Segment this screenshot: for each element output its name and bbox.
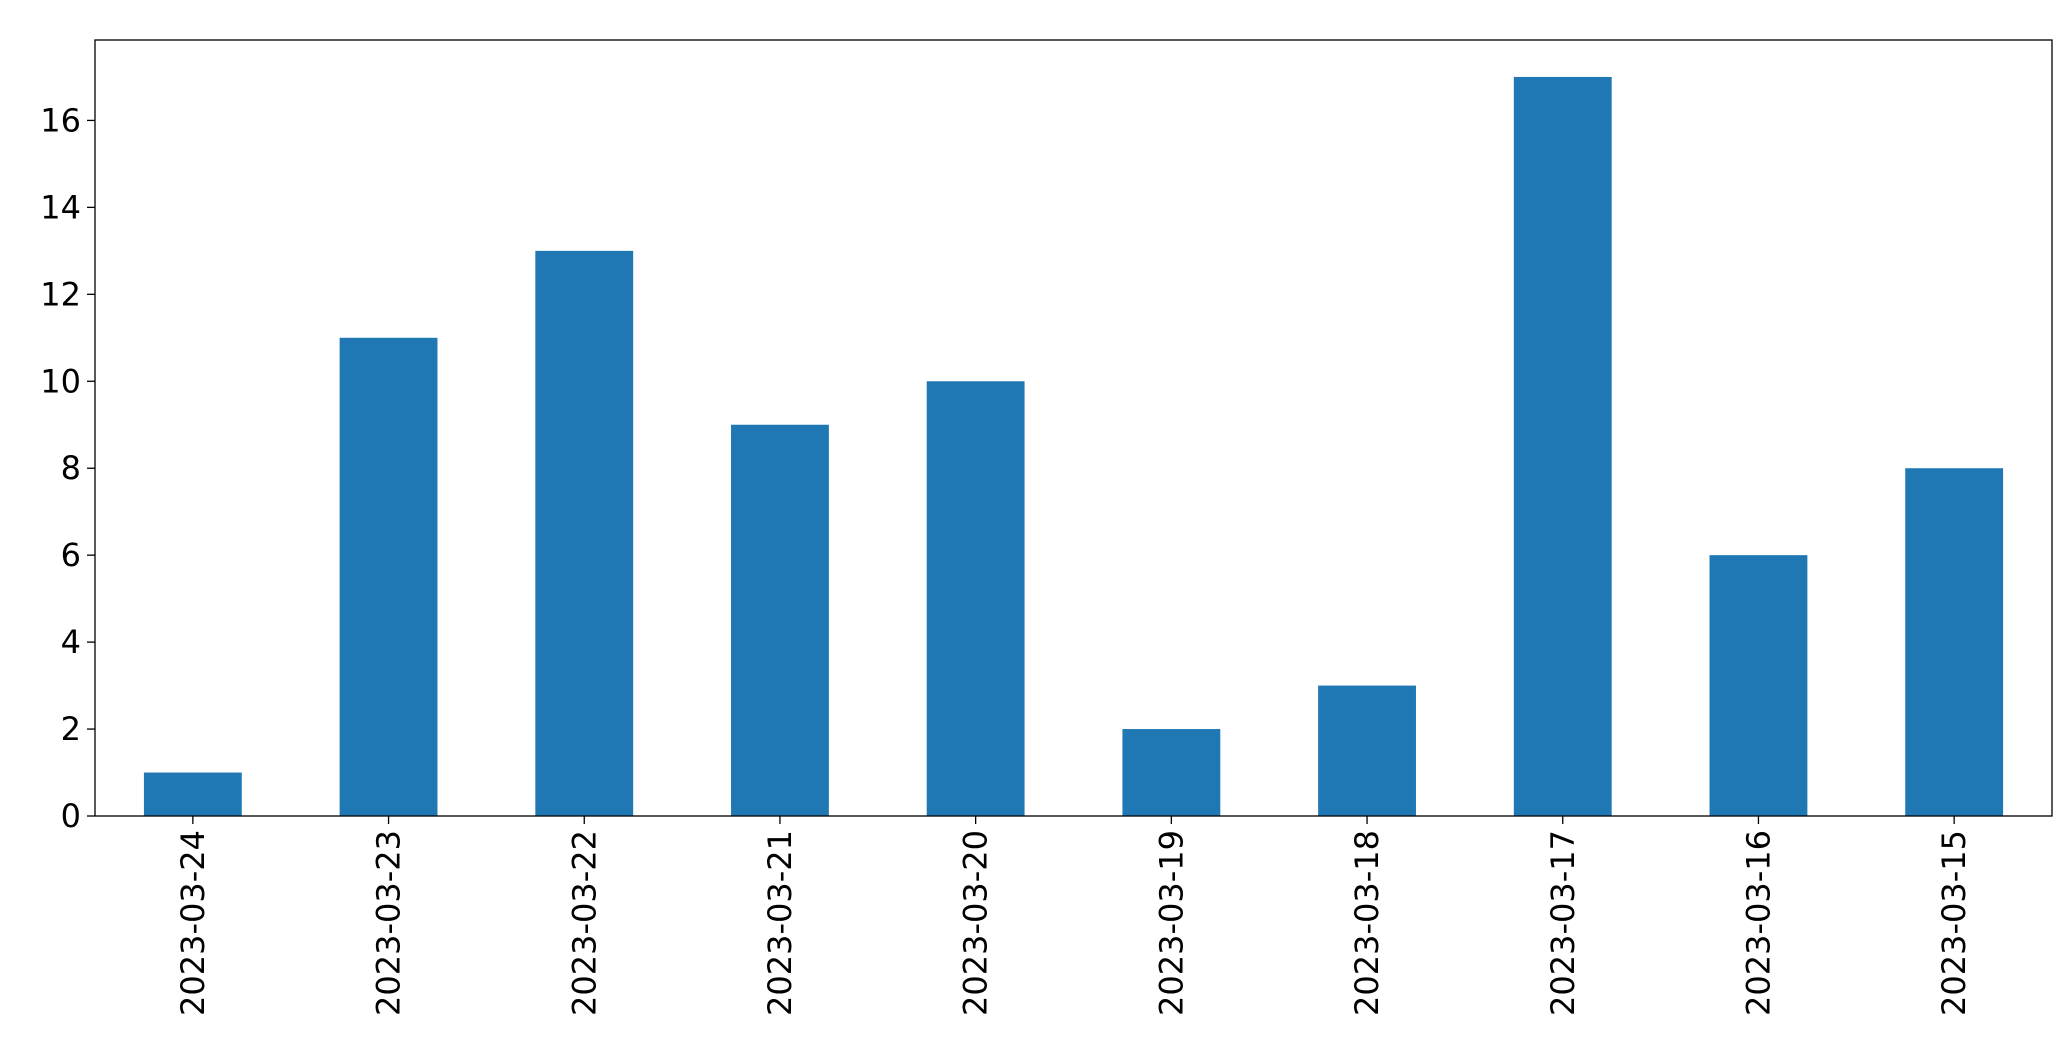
y-tick-label: 14 [40,188,81,226]
bar [1709,555,1808,816]
bar [535,250,634,816]
y-tick-label: 4 [61,623,81,661]
x-tick-label: 2023-03-22 [565,830,603,1016]
x-tick-label: 2023-03-19 [1152,830,1190,1016]
x-tick-label: 2023-03-24 [174,830,212,1016]
bar [339,337,438,816]
bar [1318,685,1416,816]
y-tick-label: 16 [40,101,81,139]
y-tick-label: 0 [61,797,81,835]
x-tick-label: 2023-03-18 [1348,830,1386,1016]
x-tick-label: 2023-03-17 [1544,830,1582,1016]
bar [731,424,829,816]
x-tick-label: 2023-03-16 [1739,830,1777,1016]
y-tick-label: 6 [61,536,81,574]
y-tick-label: 2 [61,710,81,748]
x-tick-label: 2023-03-23 [370,830,408,1016]
y-tick-label: 12 [40,275,81,313]
y-tick-label: 8 [61,449,81,487]
x-tick-label: 2023-03-15 [1935,830,1973,1016]
bar [1513,76,1612,816]
bar [1122,729,1221,816]
bar [143,772,242,816]
x-tick-label: 2023-03-21 [761,830,799,1016]
bar [926,381,1025,816]
y-tick-label: 10 [40,362,81,400]
x-tick-label: 2023-03-20 [957,830,995,1016]
plot-frame [94,39,2053,817]
bar [1905,468,2004,816]
